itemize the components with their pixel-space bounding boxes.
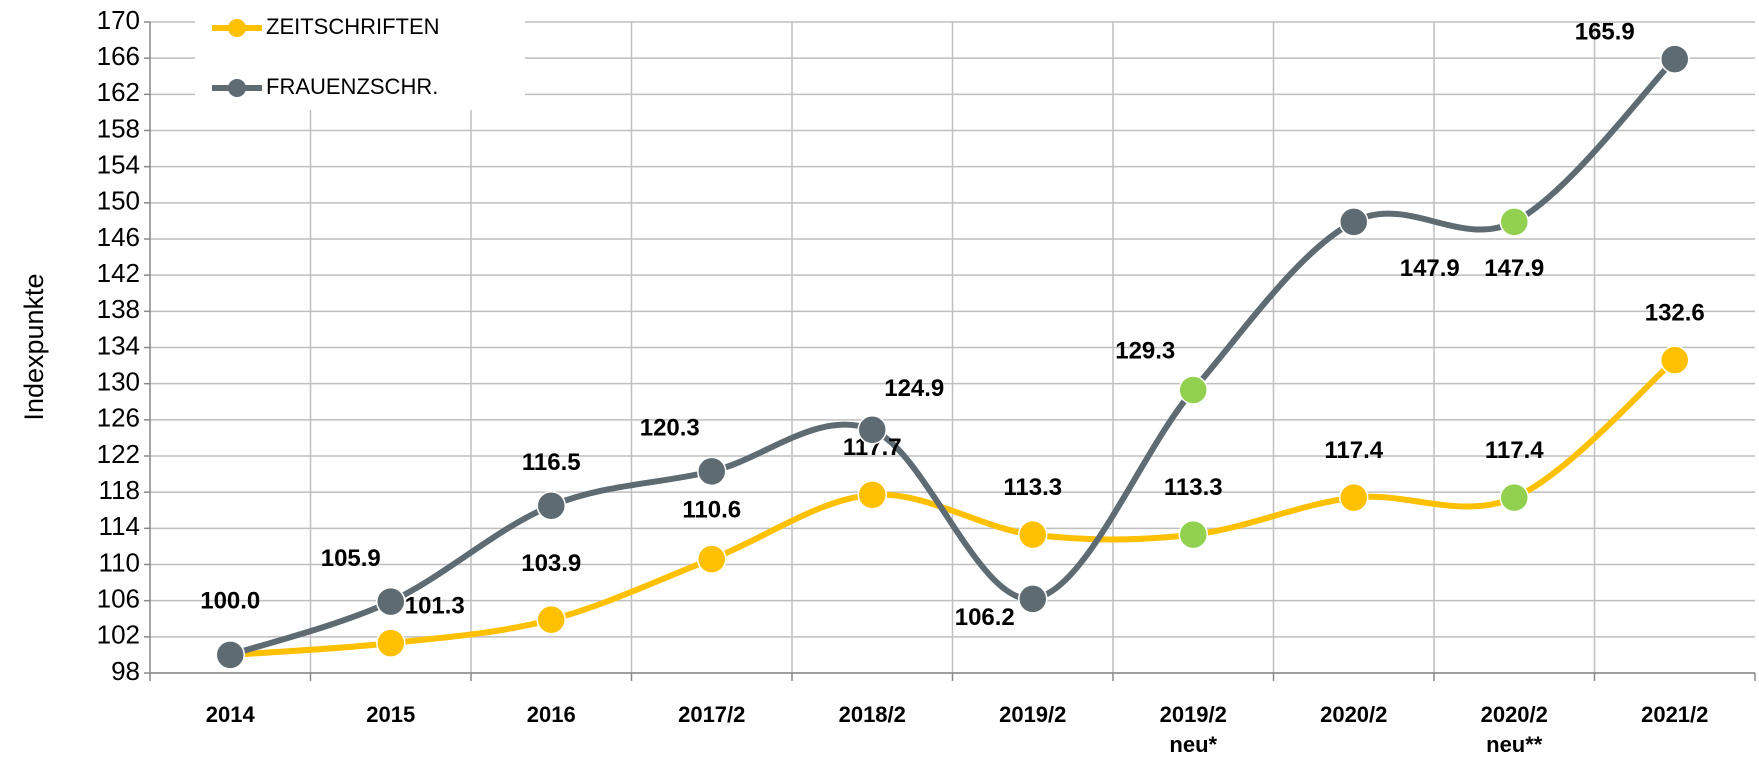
data-point: [697, 456, 727, 487]
data-label: 116.5: [522, 449, 581, 476]
x-tick-label: 2016: [526, 702, 576, 727]
y-tick-label: 162: [97, 77, 140, 107]
y-axis-label: Indexpunkte: [19, 273, 49, 420]
y-tick-label: 130: [97, 367, 140, 397]
y-tick-label: 110: [99, 547, 140, 577]
y-tick-label: 170: [97, 5, 140, 35]
data-point: [1018, 584, 1048, 614]
y-tick-label: 150: [97, 186, 140, 216]
data-point: [376, 628, 406, 658]
data-point: [1178, 375, 1208, 405]
data-point: [1339, 482, 1369, 513]
legend-label: FRAUENZSCHR.: [266, 74, 438, 99]
x-tick-label: 2020/2 neu**: [1480, 702, 1548, 757]
y-tick-label: 134: [97, 330, 140, 360]
legend-label: ZEITSCHRIFTEN: [266, 14, 440, 39]
y-tick-label: 154: [97, 150, 140, 180]
y-tick-label: 126: [97, 403, 140, 433]
data-label: 110.6: [682, 496, 741, 523]
y-tick-label: 138: [97, 294, 140, 324]
y-tick-label: 118: [99, 475, 140, 505]
data-label: 117.4: [1485, 437, 1544, 464]
data-label: 117.4: [1324, 437, 1383, 464]
y-tick-label: 114: [99, 511, 140, 541]
data-label: 106.2: [955, 604, 1015, 631]
data-label: 120.3: [640, 415, 700, 442]
x-tick-label: 2015: [366, 702, 416, 727]
data-label: 113.3: [1164, 474, 1223, 501]
x-tick-label: 2014: [205, 702, 255, 727]
data-point: [1660, 345, 1690, 375]
y-tick-label: 122: [97, 439, 140, 469]
data-label: 100.0: [200, 587, 260, 614]
data-label: 101.3: [405, 593, 465, 620]
data-point: [1339, 207, 1369, 237]
x-tick-label: 2017/2: [678, 702, 746, 727]
data-label: 147.9: [1484, 255, 1544, 282]
legend-marker: [228, 79, 246, 97]
y-tick-label: 142: [97, 258, 140, 288]
x-tick-label: 2019/2 neu*: [1159, 702, 1227, 757]
data-point: [857, 480, 887, 510]
series-line: [230, 357, 1677, 658]
y-tick-label: 98: [111, 656, 140, 686]
data-label: 105.9: [321, 545, 381, 572]
data-point: [1499, 482, 1529, 513]
data-point: [376, 586, 406, 617]
series-line: [229, 56, 1677, 658]
data-label: 124.9: [884, 375, 944, 402]
legend-marker: [228, 19, 246, 37]
data-label: 132.6: [1645, 300, 1705, 327]
y-tick-label: 158: [97, 113, 140, 143]
data-label: 113.3: [1003, 474, 1062, 501]
y-tick-label: 166: [97, 41, 140, 71]
x-tick-label: 2020/2: [1320, 702, 1388, 727]
data-point: [1178, 519, 1208, 550]
y-tick-label: 106: [97, 584, 140, 614]
data-label: 165.9: [1575, 18, 1635, 45]
data-point: [1499, 207, 1529, 237]
data-point: [536, 490, 566, 521]
x-tick-label: 2018/2: [838, 702, 906, 727]
data-label: 103.9: [521, 550, 581, 577]
x-tick-label: 2021/2: [1641, 702, 1709, 727]
y-tick-label: 102: [97, 620, 140, 650]
data-point: [215, 640, 245, 670]
data-point: [857, 415, 887, 445]
data-point: [697, 544, 727, 574]
data-point: [1018, 519, 1048, 550]
legend-box: [195, 5, 525, 110]
data-label: 129.3: [1115, 337, 1175, 364]
data-label: 147.9: [1400, 255, 1460, 282]
data-point: [536, 604, 566, 635]
x-tick-label: 2019/2: [999, 702, 1067, 727]
data-point: [1660, 44, 1690, 74]
y-tick-label: 146: [97, 222, 140, 252]
